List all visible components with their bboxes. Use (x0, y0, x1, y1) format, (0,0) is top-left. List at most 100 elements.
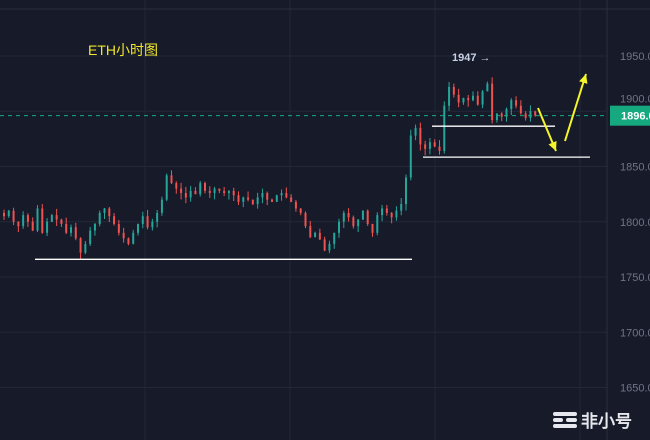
candle-body (534, 111, 537, 116)
candle (534, 110, 537, 117)
candle (304, 211, 307, 229)
candle-body (132, 232, 135, 244)
candle-body (65, 223, 68, 233)
candle-body (491, 83, 494, 121)
candle (294, 200, 297, 212)
candle (299, 208, 302, 216)
candle (41, 204, 44, 234)
candle (46, 218, 49, 237)
candle-body (495, 113, 498, 121)
candle (180, 182, 183, 200)
candle-body (194, 190, 197, 195)
candle (184, 186, 187, 204)
candle (242, 196, 245, 208)
candle-body (189, 190, 192, 198)
arrow-head (579, 74, 588, 84)
candle (328, 240, 331, 254)
candle (505, 107, 508, 122)
candle-body (50, 215, 53, 222)
chart-annotation-title: ETH小时图 (88, 42, 158, 58)
candle (462, 97, 465, 105)
candle (247, 191, 250, 202)
candle-body (361, 210, 364, 220)
candle-body (500, 113, 503, 117)
candle (529, 105, 532, 122)
candle-body (113, 216, 116, 224)
candle-body (304, 212, 307, 227)
candle (271, 198, 273, 203)
candle (390, 212, 393, 224)
candle (457, 88, 460, 108)
candle-body (127, 238, 130, 244)
candle (256, 192, 259, 209)
candle-body (352, 217, 355, 227)
y-tick-label: 1800.00 (620, 217, 650, 229)
candle (208, 186, 211, 198)
candle-body (46, 221, 49, 233)
candle-body (476, 95, 479, 105)
candle (31, 217, 34, 232)
candle-body (122, 232, 125, 239)
candle-body (395, 210, 398, 218)
candle (405, 174, 407, 211)
candle (113, 213, 116, 226)
candle-body (428, 142, 431, 149)
candle-body (318, 232, 321, 240)
candle (361, 210, 364, 220)
candle (74, 222, 77, 241)
candle-body (93, 223, 96, 231)
candle (50, 213, 53, 223)
candle-body (7, 210, 10, 217)
candle (237, 191, 240, 205)
candle-body (79, 238, 82, 253)
candle (3, 209, 5, 220)
candle (266, 191, 269, 206)
candle (108, 206, 111, 223)
candle-body (371, 223, 374, 233)
candle-body (232, 190, 235, 196)
candle (285, 187, 288, 199)
current-price-label: 1896.00 (621, 111, 650, 123)
candle (55, 208, 58, 226)
candle-body (438, 146, 441, 152)
candle-body (290, 197, 293, 202)
candle (213, 186, 216, 200)
candle-body (213, 188, 216, 194)
candle (218, 188, 221, 194)
candle (352, 215, 355, 229)
candle-body (390, 212, 393, 218)
candle-body (89, 230, 92, 244)
y-tick-label: 1900.00 (620, 94, 650, 106)
watermark-text: 非小号 (581, 412, 632, 431)
candle (223, 186, 226, 196)
candle (70, 224, 72, 237)
candle (84, 240, 87, 255)
candle-body (26, 215, 29, 222)
candle (127, 237, 130, 246)
candle (467, 94, 470, 107)
candle-body (70, 227, 72, 233)
candle-body (223, 190, 226, 194)
candle (443, 101, 446, 154)
candle (160, 196, 163, 216)
candle (524, 111, 527, 121)
y-tick-label: 1650.00 (620, 383, 650, 395)
candle-body (314, 232, 317, 238)
candle-body (381, 208, 384, 216)
candle (448, 81, 451, 111)
candle-body (84, 243, 87, 253)
candle-body (433, 142, 436, 147)
candle-body (462, 97, 465, 103)
y-tick-label: 1700.00 (620, 327, 650, 339)
candle (261, 188, 264, 204)
candle (424, 140, 427, 156)
candle (515, 96, 518, 109)
candle-body (467, 97, 470, 101)
candle-body (333, 232, 336, 244)
logo-icon (553, 411, 577, 429)
candle (338, 218, 340, 238)
candle (381, 204, 384, 222)
candle-body (400, 204, 403, 211)
candle-body (347, 212, 350, 218)
